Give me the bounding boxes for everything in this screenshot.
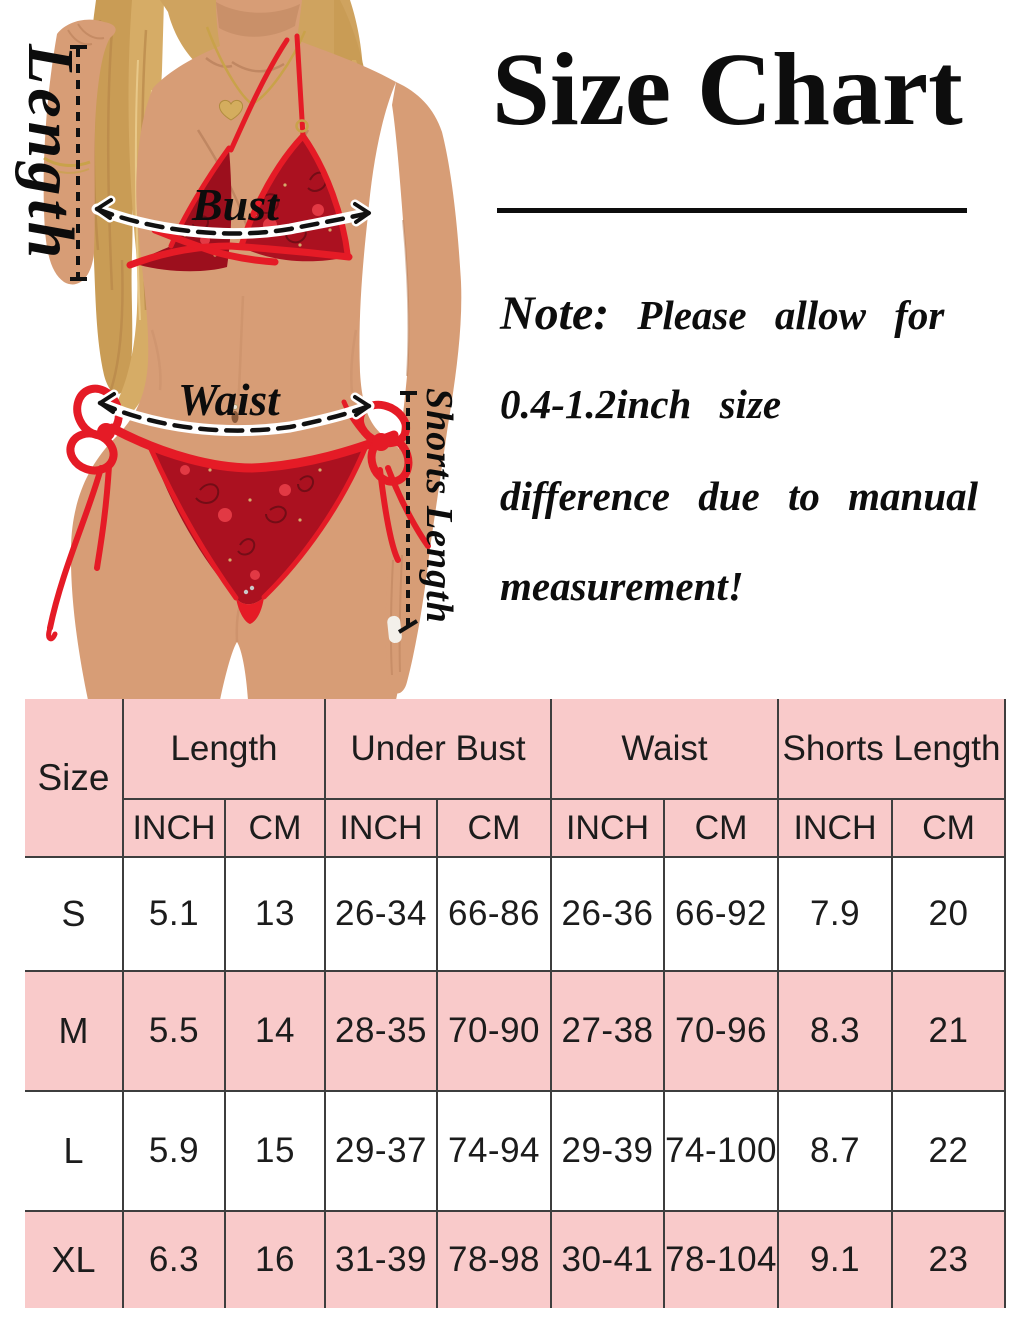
value-cell: 8.3 [777, 970, 894, 1092]
note-line-3: difference due to manual [500, 473, 979, 519]
unit-header: INCH [122, 798, 226, 858]
table-group-shorts-length: Shorts Length [777, 699, 1007, 800]
unit-header: INCH [550, 798, 665, 858]
value-cell: 78-98 [436, 1210, 552, 1308]
value-cell: 28-35 [324, 970, 438, 1092]
value-cell: 70-96 [662, 970, 780, 1092]
value-cell: 29-37 [324, 1090, 438, 1212]
shorts-length-label: Shorts Length [418, 388, 460, 624]
value-cell: 21 [891, 970, 1007, 1092]
value-cell: 13 [224, 856, 326, 972]
bust-label: Bust [192, 179, 279, 230]
size-cell: L [25, 1090, 124, 1212]
note-line-4: measurement! [500, 563, 744, 609]
title-underline [497, 208, 967, 213]
value-cell: 6.3 [122, 1210, 226, 1308]
table-row-s: S 5.1 13 26-34 66-86 26-36 66-92 7.9 20 [25, 856, 1007, 972]
waist-measure-line [94, 389, 375, 437]
value-cell: 78-104 [662, 1210, 780, 1308]
navel [231, 411, 239, 423]
value-cell: 27-38 [550, 970, 665, 1092]
size-cell: M [25, 970, 124, 1092]
right-arm [385, 82, 462, 694]
value-cell: 66-92 [662, 856, 780, 972]
note-line-1: Note: Please allow for [500, 287, 945, 341]
table-row-l: L 5.9 15 29-37 74-94 29-39 74-100 8.7 22 [25, 1090, 1007, 1212]
model-illustration [43, 0, 462, 700]
table-group-length: Length [122, 699, 326, 800]
left-tie-bow [46, 384, 123, 642]
value-cell: 5.1 [122, 856, 226, 972]
table-group-waist: Waist [549, 699, 780, 800]
navel-piercing [232, 404, 238, 410]
value-cell: 31-39 [324, 1210, 438, 1308]
panty [46, 384, 431, 642]
value-cell: 5.5 [122, 970, 226, 1092]
fingernail [387, 615, 402, 643]
value-cell: 30-41 [550, 1210, 665, 1308]
size-table: Size Length Under Bust Waist Shorts Leng… [25, 699, 1007, 1308]
value-cell: 22 [891, 1090, 1007, 1212]
value-cell: 23 [891, 1210, 1007, 1308]
note-label: Note: [500, 287, 610, 340]
unit-header: INCH [777, 798, 894, 858]
value-cell: 20 [891, 856, 1007, 972]
shorts-length-measure-line [397, 391, 419, 634]
note-text-1: Please allow for [637, 292, 945, 338]
value-cell: 5.9 [122, 1090, 226, 1212]
size-cell: S [25, 856, 124, 972]
body [70, 0, 420, 700]
strap-ring [295, 119, 309, 133]
value-cell: 29-39 [550, 1090, 665, 1212]
value-cell: 15 [224, 1090, 326, 1212]
panty-embroidery [195, 475, 314, 556]
size-cell: XL [25, 1210, 124, 1308]
length-measure-line [70, 45, 87, 281]
table-row-m: M 5.5 14 28-35 70-90 27-38 70-96 8.3 21 [25, 970, 1007, 1092]
waist-label: Waist [178, 375, 280, 425]
length-label: Length [14, 44, 87, 263]
value-cell: 16 [224, 1210, 326, 1308]
value-cell: 8.7 [777, 1090, 894, 1212]
bracelet [43, 156, 91, 167]
value-cell: 74-94 [436, 1090, 552, 1212]
unit-header: CM [224, 798, 326, 858]
value-cell: 74-100 [662, 1090, 780, 1212]
value-cell: 66-86 [436, 856, 552, 972]
panty-waistband [107, 423, 399, 473]
unit-header: CM [891, 798, 1007, 858]
value-cell: 9.1 [777, 1210, 894, 1308]
value-cell: 70-90 [436, 970, 552, 1092]
table-corner-size: Size [25, 699, 124, 858]
unit-header: CM [436, 798, 552, 858]
table-row-xl: XL 6.3 16 31-39 78-98 30-41 78-104 9.1 2… [25, 1210, 1007, 1308]
unit-header: CM [662, 798, 780, 858]
table-group-under-bust: Under Bust [324, 699, 552, 800]
page-title: Size Chart [492, 32, 963, 147]
value-cell: 26-36 [550, 856, 665, 972]
bust-measure-line [91, 195, 375, 240]
unit-header: INCH [324, 798, 438, 858]
halter-strap [294, 33, 306, 139]
model-photo: Length Bust Waist Shorts Length [0, 0, 480, 700]
note-line-2: 0.4-1.2inch size [500, 381, 782, 427]
value-cell: 26-34 [324, 856, 438, 972]
value-cell: 7.9 [777, 856, 894, 972]
heart-pendant [218, 99, 244, 121]
value-cell: 14 [224, 970, 326, 1092]
